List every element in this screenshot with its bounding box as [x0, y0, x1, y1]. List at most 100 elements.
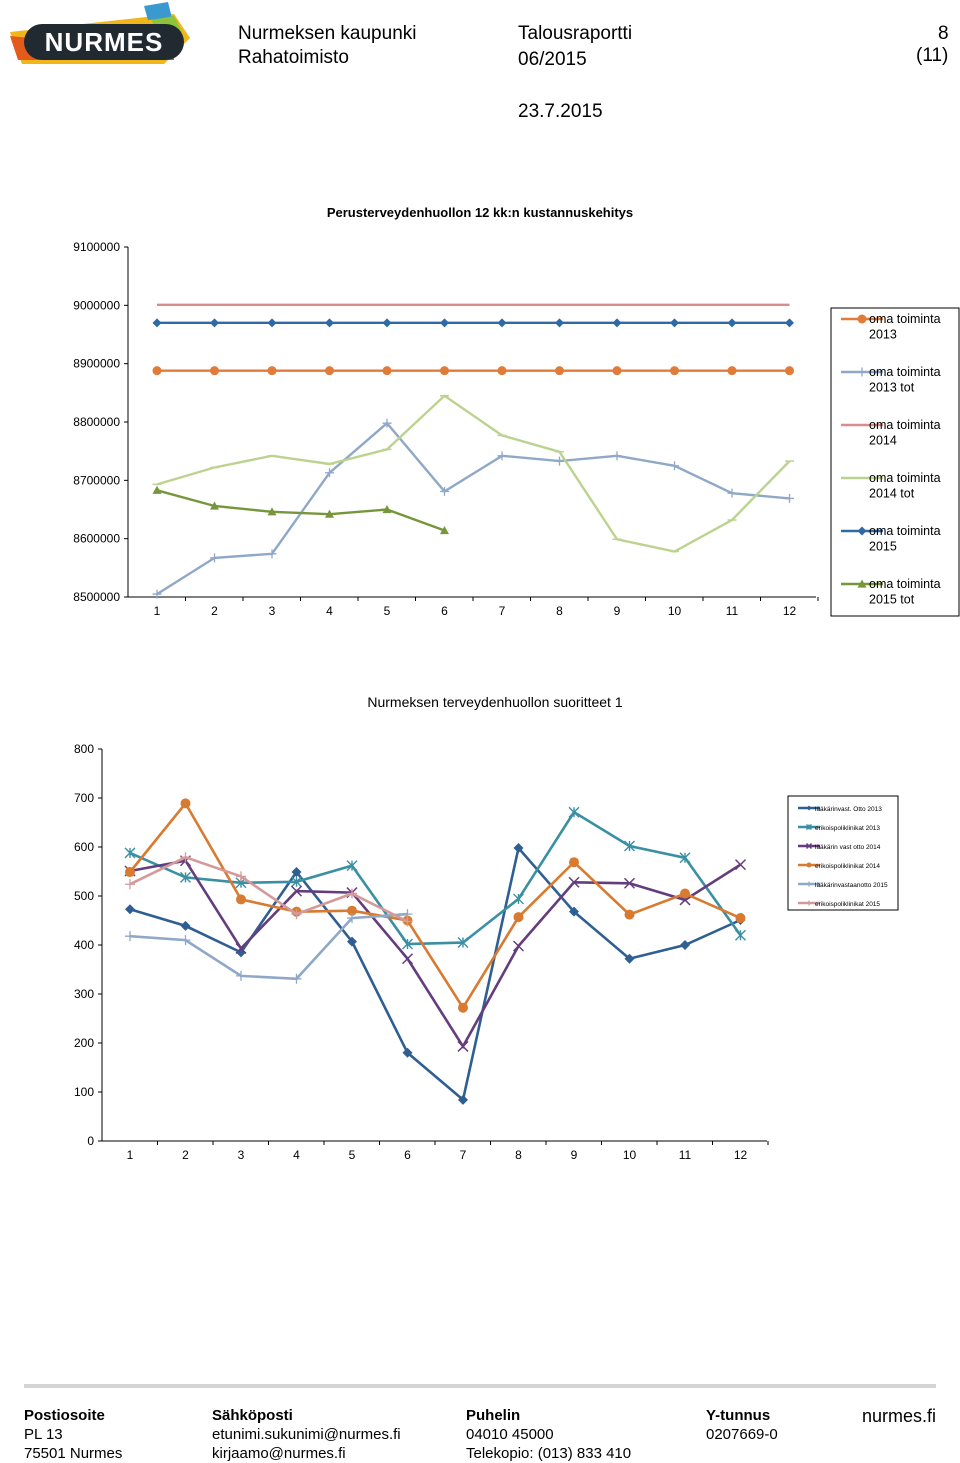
data-point: [513, 893, 524, 905]
data-point: [180, 798, 191, 809]
data-point: [458, 1094, 468, 1105]
data-point: [440, 526, 449, 535]
data-point: [512, 940, 525, 952]
legend-label: lääkärinvast. Otto 2013: [815, 806, 882, 813]
data-point: [291, 866, 302, 877]
data-point: [612, 318, 622, 328]
footer-email: Sähköposti etunimi.sukunimi@nurmes.fi ki…: [212, 1406, 401, 1463]
y-tick-label: 800: [74, 742, 94, 756]
cost-trend-chart: Perusterveydenhuollon 12 kk:n kustannusk…: [73, 205, 960, 618]
data-point: [727, 366, 737, 376]
data-point: [291, 876, 302, 888]
legend-item: lääkärinvast. Otto 2013: [798, 805, 882, 813]
data-point: [125, 904, 135, 915]
data-point: [623, 877, 636, 889]
postal-heading: Postiosoite: [24, 1407, 105, 1424]
y-tick-label: 300: [74, 987, 94, 1001]
legend-marker: [857, 526, 867, 536]
y-tick-label: 400: [74, 938, 94, 952]
legend-label: lääkärin vast otto 2014: [815, 844, 881, 851]
data-point: [458, 1002, 468, 1013]
data-point: [347, 936, 357, 947]
x-tick-label: 7: [499, 604, 506, 618]
legend-label: oma toiminta: [869, 577, 941, 591]
data-point: [180, 871, 191, 883]
data-point: [734, 859, 747, 871]
email-line1: etunimi.sukunimi@nurmes.fi: [212, 1426, 401, 1443]
data-point: [382, 366, 392, 376]
data-point: [325, 318, 334, 328]
data-point: [680, 940, 690, 950]
data-point: [440, 366, 449, 376]
legend-label: 2013 tot: [869, 381, 915, 395]
data-point: [735, 913, 746, 924]
email-line2: kirjaamo@nurmes.fi: [212, 1445, 346, 1462]
data-point: [513, 842, 524, 853]
phone-heading: Puhelin: [466, 1407, 521, 1424]
data-point: [679, 852, 691, 864]
legend-label: 2014: [869, 434, 897, 448]
data-point: [624, 909, 635, 920]
x-tick-label: 2: [182, 1148, 189, 1162]
legend-item: lääkärinvastaanotto 2015: [798, 881, 888, 889]
data-point: [624, 953, 635, 964]
series-6: [152, 485, 449, 535]
chart1-title: Perusterveydenhuollon 12 kk:n kustannusk…: [327, 205, 633, 220]
legend-item: oma toiminta 2014: [841, 418, 941, 448]
data-point: [497, 318, 507, 328]
y-tick-label: 8700000: [73, 473, 120, 487]
chart1-legend: oma toiminta 2013 oma toiminta 2013 tot oma …: [830, 307, 960, 617]
data-point: [612, 451, 622, 461]
services-chart: Nurmeksen terveydenhuollon suoritteet 1 …: [74, 694, 899, 1162]
data-point: [402, 938, 413, 950]
data-point: [382, 418, 392, 428]
report-title: Talousraportti: [518, 23, 633, 44]
data-point: [291, 909, 302, 920]
legend-marker: [857, 579, 867, 588]
footer-phone: Puhelin 04010 45000 Telekopio: (013) 833…: [466, 1406, 631, 1463]
x-tick-label: 6: [404, 1148, 411, 1162]
data-point: [382, 318, 392, 328]
series-1: [152, 366, 794, 376]
data-point: [267, 318, 277, 328]
legend-item: oma toiminta 2014 tot: [841, 471, 941, 501]
data-point: [210, 366, 219, 376]
data-point: [735, 929, 746, 941]
phone-line1: 04010 45000: [466, 1426, 554, 1443]
series-line: [156, 489, 445, 532]
data-point: [555, 366, 564, 376]
y-tick-label: 8900000: [73, 357, 120, 371]
data-point: [152, 366, 162, 376]
legend-item: oma toiminta 2015: [841, 524, 941, 554]
legend-label: 2013: [869, 328, 897, 342]
x-tick-label: 3: [238, 1148, 245, 1162]
x-tick-label: 5: [384, 604, 391, 618]
data-point: [152, 485, 162, 494]
x-tick-label: 1: [127, 1148, 134, 1162]
legend-label: oma toiminta: [869, 524, 941, 538]
y-tick-label: 8800000: [73, 415, 120, 429]
nurmes-logo: NURMES: [10, 2, 190, 64]
data-point: [440, 486, 449, 496]
page-total: (11): [916, 45, 949, 66]
data-point: [727, 488, 737, 498]
x-tick-label: 2: [211, 604, 218, 618]
data-point: [785, 366, 794, 376]
data-point: [402, 916, 413, 927]
y-tick-label: 700: [74, 791, 94, 805]
series-line: [156, 394, 791, 553]
x-tick-label: 3: [269, 604, 276, 618]
data-point: [210, 318, 219, 328]
y-tick-label: 9000000: [73, 298, 120, 312]
data-point: [347, 905, 357, 916]
y-tick-label: 8600000: [73, 532, 120, 546]
data-point: [568, 806, 580, 818]
data-point: [670, 366, 679, 376]
data-point: [402, 1047, 413, 1058]
x-tick-label: 9: [614, 604, 621, 618]
data-point: [555, 318, 564, 328]
legend-item: lääkärin vast otto 2014: [798, 842, 881, 851]
legend-marker: [857, 314, 867, 324]
legend-box: [830, 307, 960, 617]
x-tick-label: 10: [668, 604, 682, 618]
